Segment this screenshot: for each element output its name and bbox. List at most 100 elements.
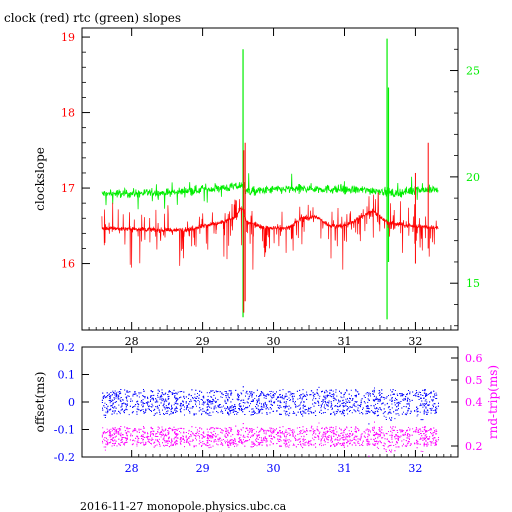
offset-point [235,389,237,391]
offset-point [283,401,285,403]
rnd-trip-point [319,431,321,433]
offset-point [228,413,230,415]
offset-point [230,407,232,409]
offset-point [333,400,335,402]
offset-point [326,404,328,405]
offset-point [152,399,154,401]
offset-point [120,392,122,394]
offset-point [180,396,182,398]
rnd-trip-point [283,434,285,436]
offset-point [196,405,197,407]
offset-point [142,409,144,411]
rnd-trip-point [238,433,240,435]
rnd-trip-point [299,432,301,434]
offset-point [143,389,144,390]
rnd-trip-point [330,437,332,439]
offset-point [326,394,328,396]
offset-point [106,407,108,409]
offset-point [379,407,381,409]
offset-point [198,397,200,399]
offset-point [206,413,208,415]
rnd-trip-point [436,433,438,435]
rnd-trip-point [388,445,390,447]
offset-point [124,403,126,405]
offset-point [167,398,169,400]
rnd-trip-point [321,427,322,429]
rnd-trip-point [159,443,161,445]
offset-point [400,393,402,395]
offset-point [258,400,260,402]
offset-point [359,412,361,414]
rnd-trip-point [434,442,436,443]
rnd-trip-point [285,437,287,439]
offset-point [116,394,118,396]
rnd-trip-point [334,445,336,447]
offset-point [116,413,118,415]
offset-point [126,403,128,405]
offset-point [375,408,377,410]
offset-point [357,407,359,409]
rnd-trip-point [215,433,216,435]
rnd-trip-point [376,446,378,448]
offset-point [107,405,109,407]
rnd-trip-point [111,435,113,437]
offset-point [203,404,205,406]
offset-point [186,405,188,407]
rnd-trip-point [179,427,181,429]
rnd-trip-point [430,432,431,434]
offset-point [389,417,390,419]
offset-point [238,399,240,401]
rnd-trip-point [142,438,144,440]
offset-point [245,392,247,394]
offset-point [252,414,254,415]
offset-point [249,405,250,407]
rnd-trip-point [379,434,381,436]
offset-point [288,405,290,407]
offset-point [103,395,105,397]
offset-point [429,401,431,403]
offset-point [131,412,133,414]
rnd-trip-point [379,441,381,443]
rnd-trip-point [397,435,399,437]
offset-point [257,399,259,401]
offset-point [362,409,363,410]
rnd-trip-point [166,440,168,442]
offset-point [358,405,360,406]
rnd-trip-point [242,423,244,425]
offset-point [285,405,287,407]
rnd-trip-point [167,440,169,442]
offset-point [189,411,191,412]
offset-point [188,393,190,395]
offset-point [336,412,338,414]
offset-point [163,406,165,408]
rnd-trip-point [107,443,108,445]
rnd-trip-point [337,437,338,439]
offset-point [218,406,220,408]
rnd-trip-point [190,435,192,437]
rnd-trip-point [284,431,286,433]
rnd-trip-point [316,428,318,430]
offset-point [251,394,253,396]
offset-point [219,406,221,408]
offset-point [247,398,249,400]
offset-point [117,391,119,393]
offset-point [328,394,330,396]
offset-point [437,405,439,407]
offset-point [157,407,159,409]
rnd-trip-point [436,441,438,443]
offset-point [297,398,299,400]
offset-point [213,391,215,393]
offset-point [163,401,165,403]
offset-point [209,401,211,403]
offset-point [422,404,424,406]
rnd-trip-point [332,440,333,442]
rnd-trip-point [164,441,166,443]
rnd-trip-point [202,432,204,433]
offset-point [230,410,231,411]
offset-point [436,398,438,399]
rnd-trip-point [434,437,436,439]
offset-point [329,392,331,394]
rnd-trip-point [180,439,182,441]
rnd-trip-point [340,445,342,446]
offset-point [199,390,201,392]
